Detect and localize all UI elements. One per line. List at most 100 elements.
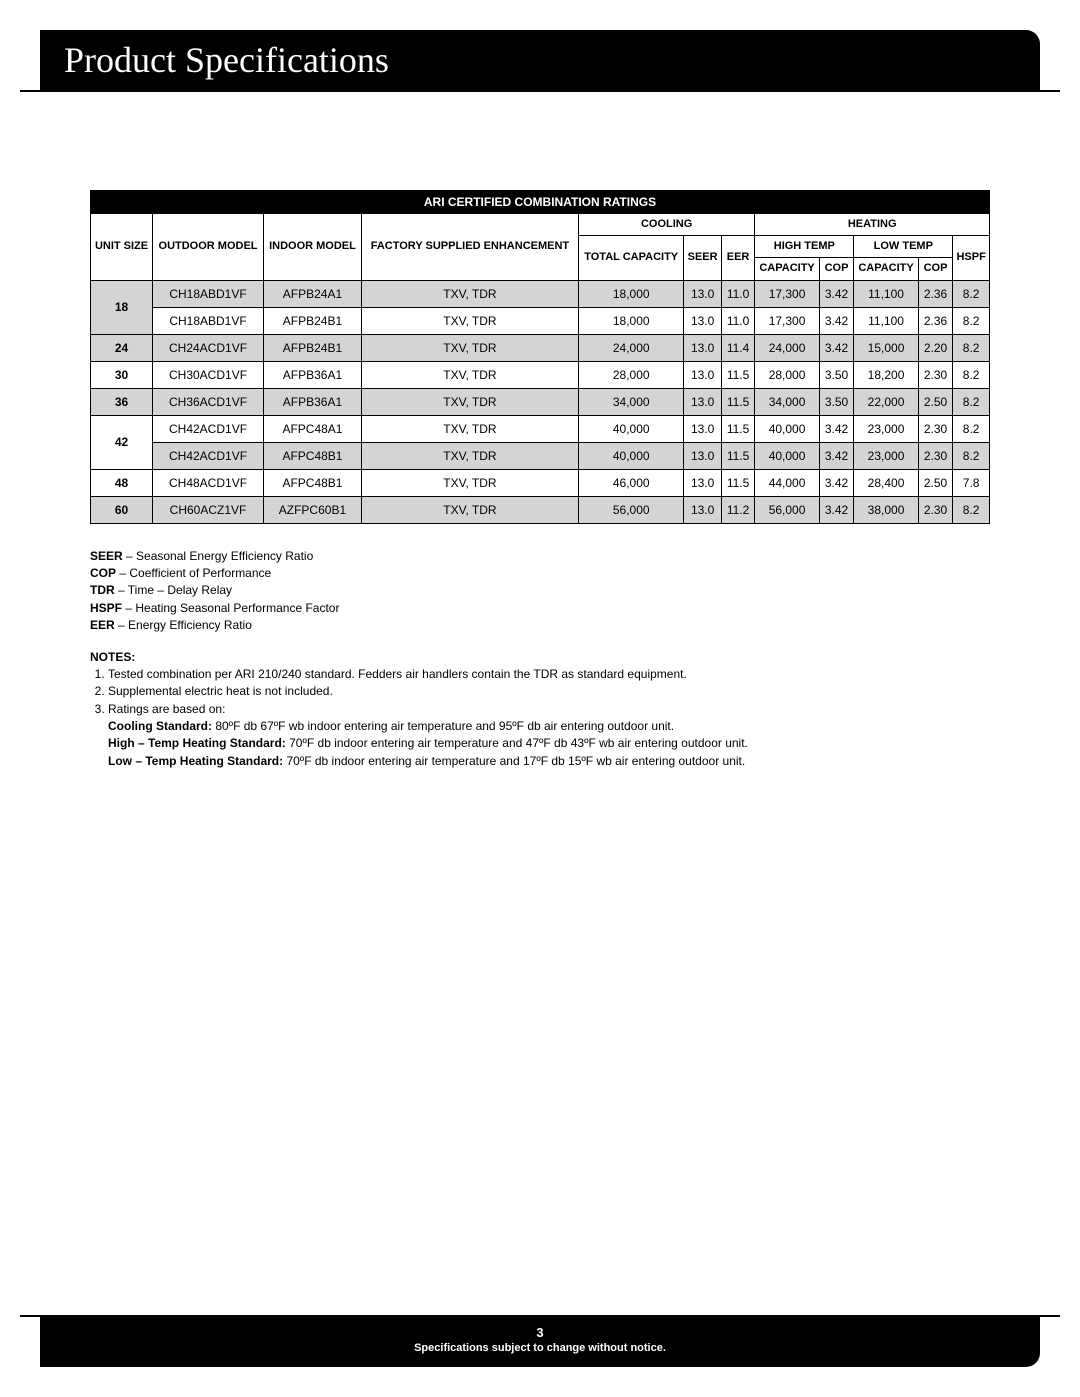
table-row: 42CH42ACD1VFAFPC48A1TXV, TDR40,00013.011… [91,415,990,442]
col-cooling: COOLING [578,214,754,236]
glossary-line: EER – Energy Efficiency Ratio [90,617,990,634]
header-band: Product Specifications [40,30,1040,90]
cell-hcop: 3.42 [819,415,854,442]
col-indoor: INDOOR MODEL [264,214,362,281]
cell-hcop: 3.42 [819,442,854,469]
cell-unit: 30 [91,361,153,388]
cell-factory: TXV, TDR [361,442,578,469]
cell-eer: 11.0 [721,307,755,334]
cell-hcop: 3.50 [819,388,854,415]
cell-eer: 11.5 [721,469,755,496]
content-area: ARI CERTIFIED COMBINATION RATINGS UNIT S… [90,190,990,770]
cell-indoor: AFPB24A1 [264,280,362,307]
col-high-temp: HIGH TEMP [755,236,854,258]
cell-hspf: 8.2 [953,388,990,415]
cell-unit: 24 [91,334,153,361]
cell-factory: TXV, TDR [361,280,578,307]
cell-lcop: 2.30 [918,442,953,469]
cell-hspf: 7.8 [953,469,990,496]
cell-lcap: 11,100 [854,307,918,334]
cell-unit: 42 [91,415,153,469]
col-factory: FACTORY SUPPLIED ENHANCEMENT [361,214,578,281]
cell-lcap: 22,000 [854,388,918,415]
note-sub-line: Low – Temp Heating Standard: 70ºF db ind… [108,753,990,770]
cell-indoor: AFPB36A1 [264,388,362,415]
table-title: ARI CERTIFIED COMBINATION RATINGS [91,191,990,214]
cell-indoor: AFPB24B1 [264,334,362,361]
cell-outdoor: CH24ACD1VF [153,334,264,361]
cell-lcap: 23,000 [854,415,918,442]
table-row: 36CH36ACD1VFAFPB36A1TXV, TDR34,00013.011… [91,388,990,415]
footer-band: 3 Specifications subject to change witho… [40,1317,1040,1367]
note-item: Supplemental electric heat is not includ… [108,683,990,700]
col-outdoor: OUTDOOR MODEL [153,214,264,281]
ratings-table: ARI CERTIFIED COMBINATION RATINGS UNIT S… [90,190,990,524]
cell-hcap: 17,300 [755,307,819,334]
note-item: Ratings are based on: [108,701,990,718]
cell-factory: TXV, TDR [361,361,578,388]
cell-outdoor: CH60ACZ1VF [153,496,264,523]
cell-outdoor: CH18ABD1VF [153,307,264,334]
cell-seer: 13.0 [684,361,721,388]
cell-hcap: 24,000 [755,334,819,361]
cell-eer: 11.5 [721,388,755,415]
cell-outdoor: CH36ACD1VF [153,388,264,415]
glossary-line: COP – Coefficient of Performance [90,565,990,582]
cell-eer: 11.5 [721,415,755,442]
cell-hspf: 8.2 [953,307,990,334]
cell-indoor: AZFPC60B1 [264,496,362,523]
glossary-line: SEER – Seasonal Energy Efficiency Ratio [90,548,990,565]
header-rule [20,90,1060,92]
cell-lcop: 2.30 [918,496,953,523]
cell-lcop: 2.36 [918,280,953,307]
cell-unit: 36 [91,388,153,415]
cell-outdoor: CH18ABD1VF [153,280,264,307]
cell-eer: 11.5 [721,361,755,388]
cell-hspf: 8.2 [953,334,990,361]
cell-hspf: 8.2 [953,280,990,307]
col-total-capacity: TOTAL CAPACITY [578,236,684,280]
cell-hcap: 40,000 [755,442,819,469]
cell-hspf: 8.2 [953,496,990,523]
glossary: SEER – Seasonal Energy Efficiency RatioC… [90,548,990,635]
table-row: 24CH24ACD1VFAFPB24B1TXV, TDR24,00013.011… [91,334,990,361]
cell-indoor: AFPB36A1 [264,361,362,388]
cell-tcap: 46,000 [578,469,684,496]
cell-seer: 13.0 [684,280,721,307]
cell-unit: 18 [91,280,153,334]
table-row: 60CH60ACZ1VFAZFPC60B1TXV, TDR56,00013.01… [91,496,990,523]
col-seer: SEER [684,236,721,280]
cell-lcop: 2.30 [918,415,953,442]
cell-lcap: 28,400 [854,469,918,496]
cell-seer: 13.0 [684,388,721,415]
cell-factory: TXV, TDR [361,496,578,523]
cell-factory: TXV, TDR [361,415,578,442]
cell-lcap: 23,000 [854,442,918,469]
cell-hspf: 8.2 [953,442,990,469]
cell-factory: TXV, TDR [361,334,578,361]
cell-tcap: 40,000 [578,442,684,469]
cell-outdoor: CH42ACD1VF [153,415,264,442]
cell-outdoor: CH42ACD1VF [153,442,264,469]
cell-hcap: 40,000 [755,415,819,442]
cell-factory: TXV, TDR [361,307,578,334]
cell-seer: 13.0 [684,307,721,334]
cell-hcap: 44,000 [755,469,819,496]
cell-outdoor: CH30ACD1VF [153,361,264,388]
col-eer: EER [721,236,755,280]
cell-tcap: 18,000 [578,307,684,334]
cell-lcop: 2.30 [918,361,953,388]
cell-tcap: 34,000 [578,388,684,415]
page-number: 3 [40,1325,1040,1340]
cell-tcap: 40,000 [578,415,684,442]
note-sub-line: Cooling Standard: 80ºF db 67ºF wb indoor… [108,718,990,735]
cell-hspf: 8.2 [953,415,990,442]
cell-lcap: 11,100 [854,280,918,307]
table-row: 48CH48ACD1VFAFPC48B1TXV, TDR46,00013.011… [91,469,990,496]
cell-seer: 13.0 [684,496,721,523]
cell-lcap: 18,200 [854,361,918,388]
cell-indoor: AFPB24B1 [264,307,362,334]
cell-lcap: 15,000 [854,334,918,361]
cell-lcop: 2.50 [918,388,953,415]
cell-hcop: 3.50 [819,361,854,388]
